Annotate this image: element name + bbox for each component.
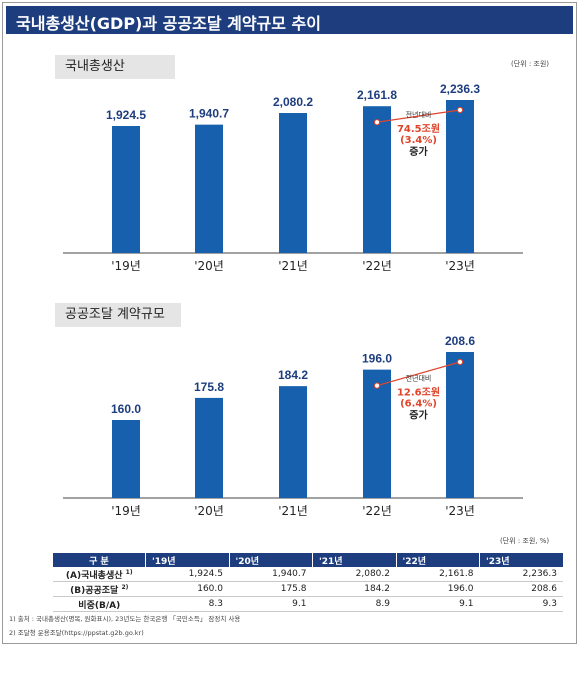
table-header-cell: '22년: [396, 553, 480, 567]
gdp-bar-chart: 1,924.5 '19년 1,940.7 '20년 2,080.2 '21년 2,161.8…: [63, 82, 523, 273]
growth-point: [373, 119, 381, 126]
annotation-percent: (3.4%): [400, 135, 437, 146]
bar-value-label: 175.8: [194, 380, 224, 394]
growth-point: [456, 106, 464, 114]
bar-value-label: 1,940.7: [189, 107, 229, 121]
annotation-increase: 증가: [409, 409, 428, 422]
category-label: '21년: [278, 504, 308, 518]
bar: [112, 126, 140, 253]
bar-value-label: 2,080.2: [273, 95, 313, 109]
table-unit-label: (단위 : 조원, %): [500, 537, 550, 545]
annotation-label: 전년대비: [406, 110, 432, 119]
growth-line: [376, 109, 461, 123]
table-cell: 1,940.7: [229, 567, 313, 582]
annotation-amount: 12.6조원: [397, 386, 440, 399]
table-header-cell: 구 분: [53, 553, 146, 567]
table-row: 비중(B/A) 8.3 9.1 8.9 9.1 9.3: [53, 596, 563, 612]
bar: [363, 369, 391, 498]
category-label: '19년: [111, 259, 141, 273]
table-header-row: 구 분 '19년 '20년 '21년 '22년 '23년: [53, 553, 563, 567]
table-row: (A)국내총생산 1) 1,924.5 1,940.7 2,080.2 2,16…: [53, 567, 563, 582]
bar-value-label: 1,924.5: [106, 108, 146, 122]
annotation-increase: 증가: [409, 145, 428, 158]
row-label: (A)국내총생산 1): [53, 567, 146, 582]
table-row: (B)공공조달 2) 160.0 175.8 184.2 196.0 208.6: [53, 581, 563, 597]
category-label: '20년: [194, 259, 224, 273]
bar: [112, 420, 140, 498]
bar-value-label: 2,236.3: [440, 82, 480, 96]
table-cell: 2,080.2: [312, 567, 396, 582]
bar-value-label: 196.0: [362, 352, 392, 366]
table-cell: 2,161.8: [396, 567, 480, 582]
gdp-unit-label: (단위 : 조원): [511, 60, 550, 68]
report-figure: 국내총생산(GDP)과 공공조달 계약규모 추이 국내총생산 (단위 : 조원)…: [2, 2, 577, 644]
bar: [446, 352, 474, 498]
footnote-2: 2) 조달청 운용조달(https://ppstat.g2b.go.kr): [9, 629, 144, 637]
bar: [279, 113, 307, 253]
category-label: '23년: [445, 259, 475, 273]
bar: [279, 386, 307, 498]
bar: [363, 106, 391, 253]
table-cell: 175.8: [229, 581, 313, 597]
procurement-section-label: 공공조달 계약규모: [55, 303, 181, 327]
bar: [195, 124, 223, 253]
annotation-amount: 74.5조원: [397, 122, 440, 135]
title-bar: 국내총생산(GDP)과 공공조달 계약규모 추이: [6, 6, 573, 34]
bar-value-label: 160.0: [111, 402, 141, 416]
category-label: '20년: [194, 504, 224, 518]
data-table: 구 분 '19년 '20년 '21년 '22년 '23년 (A)국내총생산 1)…: [53, 553, 563, 612]
bar: [195, 397, 223, 498]
procurement-bar-chart: 160.0 '19년 175.8 '20년 184.2 '21년 196.0 '22년 208.…: [63, 334, 523, 518]
bar-value-label: 208.6: [445, 334, 475, 348]
table-header-cell: '21년: [312, 553, 397, 567]
category-label: '21년: [278, 259, 308, 273]
table-header-cell: '19년: [145, 553, 230, 567]
category-label: '22년: [362, 504, 392, 518]
growth-line: [376, 361, 461, 387]
bar: [446, 100, 474, 253]
annotation-percent: (6.4%): [400, 399, 437, 410]
annotation-label: 전년대비: [406, 374, 432, 383]
category-label: '19년: [111, 504, 141, 518]
table-header-cell: '20년: [229, 553, 313, 567]
figure-title: 국내총생산(GDP)과 공공조달 계약규모 추이: [16, 14, 321, 33]
row-label: 비중(B/A): [53, 596, 146, 612]
table-cell: 184.2: [312, 581, 396, 597]
row-label: (B)공공조달 2): [53, 581, 146, 597]
gdp-section-label: 국내총생산: [55, 55, 175, 79]
table-header-cell: '23년: [479, 553, 563, 567]
table-cell: 8.9: [312, 596, 396, 612]
bar-value-label: 2,161.8: [357, 88, 397, 102]
table-cell: 9.1: [396, 596, 480, 612]
category-label: '23년: [445, 504, 475, 518]
table-cell: 1,924.5: [145, 567, 229, 582]
table-cell: 208.6: [479, 581, 563, 597]
bar-value-label: 184.2: [278, 368, 308, 382]
category-label: '22년: [362, 259, 392, 273]
table-cell: 8.3: [145, 596, 229, 612]
growth-point: [456, 358, 464, 366]
table-cell: 2,236.3: [479, 567, 563, 582]
table-cell: 9.1: [229, 596, 313, 612]
table-cell: 9.3: [479, 596, 563, 612]
growth-point: [373, 382, 381, 389]
table-cell: 196.0: [396, 581, 480, 597]
table-cell: 160.0: [145, 581, 229, 597]
footnote-1: 1) 출처 : 국내총생산(명목, 원화표시), 23년도는 한국은행 「국민소…: [9, 615, 241, 623]
